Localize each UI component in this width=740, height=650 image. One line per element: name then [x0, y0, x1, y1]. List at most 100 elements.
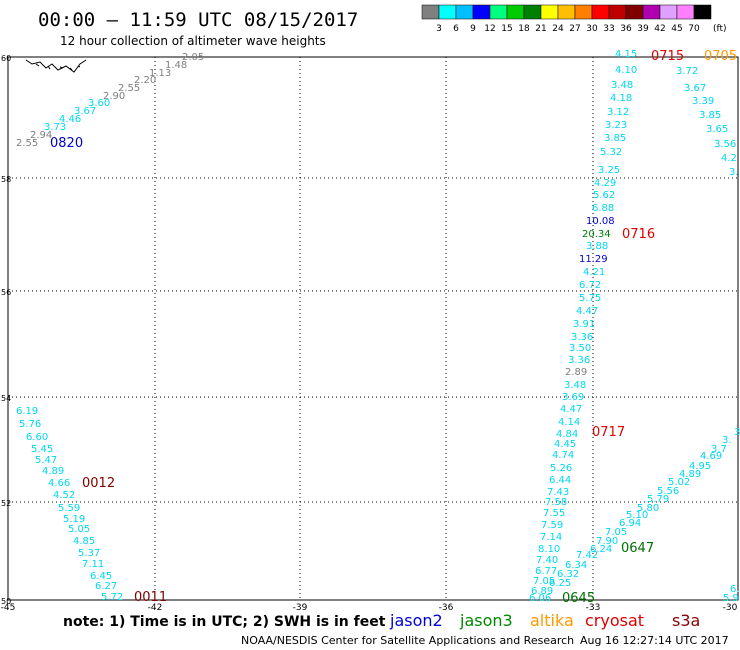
colorbar-label: 33 — [603, 24, 614, 34]
wave-height-value: 5.32 — [600, 147, 622, 158]
wave-height-value: 3.25 — [598, 165, 620, 176]
colorbar-label: 12 — [484, 24, 495, 34]
wave-height-value: 3.36 — [568, 355, 590, 366]
wave-height-value: 3.73 — [44, 122, 66, 133]
wave-height-value: 7.40 — [536, 555, 558, 566]
wave-height-value: 4.21 — [583, 267, 605, 278]
legend-s3a: s3a — [672, 611, 700, 630]
page-title: 00:00 – 11:59 UTC 08/15/2017 — [38, 9, 358, 31]
wave-height-value: 4.74 — [552, 450, 574, 461]
pass-time-label: 0820 — [50, 136, 83, 151]
wave-height-value: 5.47 — [35, 455, 57, 466]
wave-height-value: 6.32 — [557, 569, 579, 580]
wave-height-value: 1.48 — [165, 60, 187, 71]
colorbar-swatch — [523, 4, 542, 20]
colorbar-swatch — [625, 4, 644, 20]
colorbar-label: 45 — [671, 24, 682, 34]
wave-height-value: 3.39 — [692, 96, 714, 107]
wave-height-value: 4.15 — [615, 49, 637, 60]
colorbar-swatch — [608, 4, 627, 20]
wave-height-value: 7.59 — [541, 520, 563, 531]
wave-height-value: 7.11 — [82, 559, 104, 570]
wave-height-value: 5.56 — [657, 486, 679, 497]
lat-label: 60 — [1, 54, 11, 63]
pass-time-label: 0012 — [82, 476, 115, 491]
axis-labels: 60 58 56 54 52 50-45 -42 -39 -36 -33 -30 — [1, 54, 738, 613]
wave-height-value: 3.85 — [604, 133, 626, 144]
wave-height-value: 4.14 — [558, 417, 580, 428]
pass-time-label: 0716 — [622, 227, 655, 242]
wave-height-value: 5.59 — [58, 503, 80, 514]
colorbar-label: 21 — [535, 24, 546, 34]
colorbar-label: 39 — [637, 24, 649, 34]
colorbar-swatch — [574, 4, 593, 20]
wave-height-value: 3.48 — [611, 80, 633, 91]
wave-height-value: 5.19 — [63, 514, 85, 525]
wave-height-value: 6.77 — [535, 566, 557, 577]
colorbar-swatch — [455, 4, 474, 20]
wave-height-value: 5.26 — [550, 463, 572, 474]
wave-height-value: 6.34 — [565, 560, 587, 571]
colorbar-swatch — [506, 4, 525, 20]
satellite-legend: jason2 jason3 altika cryosat s3a — [389, 611, 700, 630]
legend-cryosat: cryosat — [585, 611, 644, 630]
wave-height-value: 3.56 — [714, 139, 736, 150]
wave-height-value: 6.45 — [90, 571, 112, 582]
wave-height-value: 6.94 — [619, 518, 641, 529]
colorbar-label: 36 — [620, 24, 632, 34]
wave-height-value: 4.18 — [610, 93, 632, 104]
wave-height-value: 2.89 — [565, 367, 587, 378]
wave-height-value: 2.55 — [16, 138, 38, 149]
wave-height-value: 5.10 — [626, 510, 648, 521]
colorbar-label: 9 — [470, 24, 476, 34]
wave-height-value: 7.05 — [533, 576, 555, 587]
lat-label: 50 — [1, 597, 11, 606]
wave-height-value: 6.60 — [26, 432, 48, 443]
lat-label: 56 — [1, 288, 11, 297]
footer-timestamp: Aug 16 12:27:14 UTC 2017 — [580, 634, 729, 647]
wave-height-value: 3.88 — [586, 241, 608, 252]
colorbar-label: 15 — [501, 24, 512, 34]
wave-height-value: 2.05 — [182, 52, 204, 63]
wave-height-value: 5.79 — [647, 494, 669, 505]
colorbar-swatch — [540, 4, 559, 20]
wave-height-value: 2.55 — [118, 83, 140, 94]
colorbar-swatch — [642, 4, 661, 20]
pass-time-label: 0705 — [704, 49, 737, 64]
wave-height-value: 4.2 — [721, 153, 737, 164]
colorbar-label: 6 — [453, 24, 459, 34]
colorbar-label: 3 — [436, 24, 442, 34]
wave-height-value: 6.25 — [549, 578, 571, 589]
wave-height-value: 3.72 — [676, 66, 698, 77]
colorbar-swatch — [421, 4, 440, 20]
wave-height-value: 5.9 — [723, 593, 739, 604]
lon-label: -33 — [586, 603, 601, 613]
colorbar-unit: (ft) — [713, 24, 727, 34]
wave-height-value: 6.24 — [590, 544, 612, 555]
footer-note: note: 1) Time is in UTC; 2) SWH is in fe… — [63, 614, 386, 630]
lat-label: 54 — [1, 394, 11, 403]
wave-height-value: 2.90 — [103, 91, 125, 102]
colorbar-swatch — [676, 4, 695, 20]
wave-height-value: 2.20 — [134, 75, 156, 86]
wave-height-value: 4.47 — [560, 404, 582, 415]
legend-altika: altika — [530, 611, 574, 630]
wave-height-value: 10.08 — [586, 216, 615, 227]
colorbar-swatch — [659, 4, 678, 20]
lon-label: -36 — [439, 603, 454, 613]
wave-height-value: 3.85 — [699, 110, 721, 121]
colorbar-swatch — [438, 4, 457, 20]
pass-time-label: 0647 — [621, 541, 654, 556]
colorbar-label: 42 — [654, 24, 665, 34]
wave-height-value: 6.44 — [549, 475, 571, 486]
wave-height-value: 3.12 — [607, 107, 629, 118]
wave-height-value: 3.60 — [88, 98, 110, 109]
legend-jason3: jason3 — [459, 611, 513, 630]
colorbar-swatch — [591, 4, 610, 20]
wave-height-value: 1.13 — [149, 68, 171, 79]
wave-height-value: 3.67 — [74, 106, 96, 117]
wave-height-value: 6.89 — [531, 586, 553, 597]
wave-height-value: 4.45 — [554, 439, 576, 450]
wave-height-value: 4.46 — [59, 114, 81, 125]
wave-height-value: 5.02 — [668, 477, 690, 488]
